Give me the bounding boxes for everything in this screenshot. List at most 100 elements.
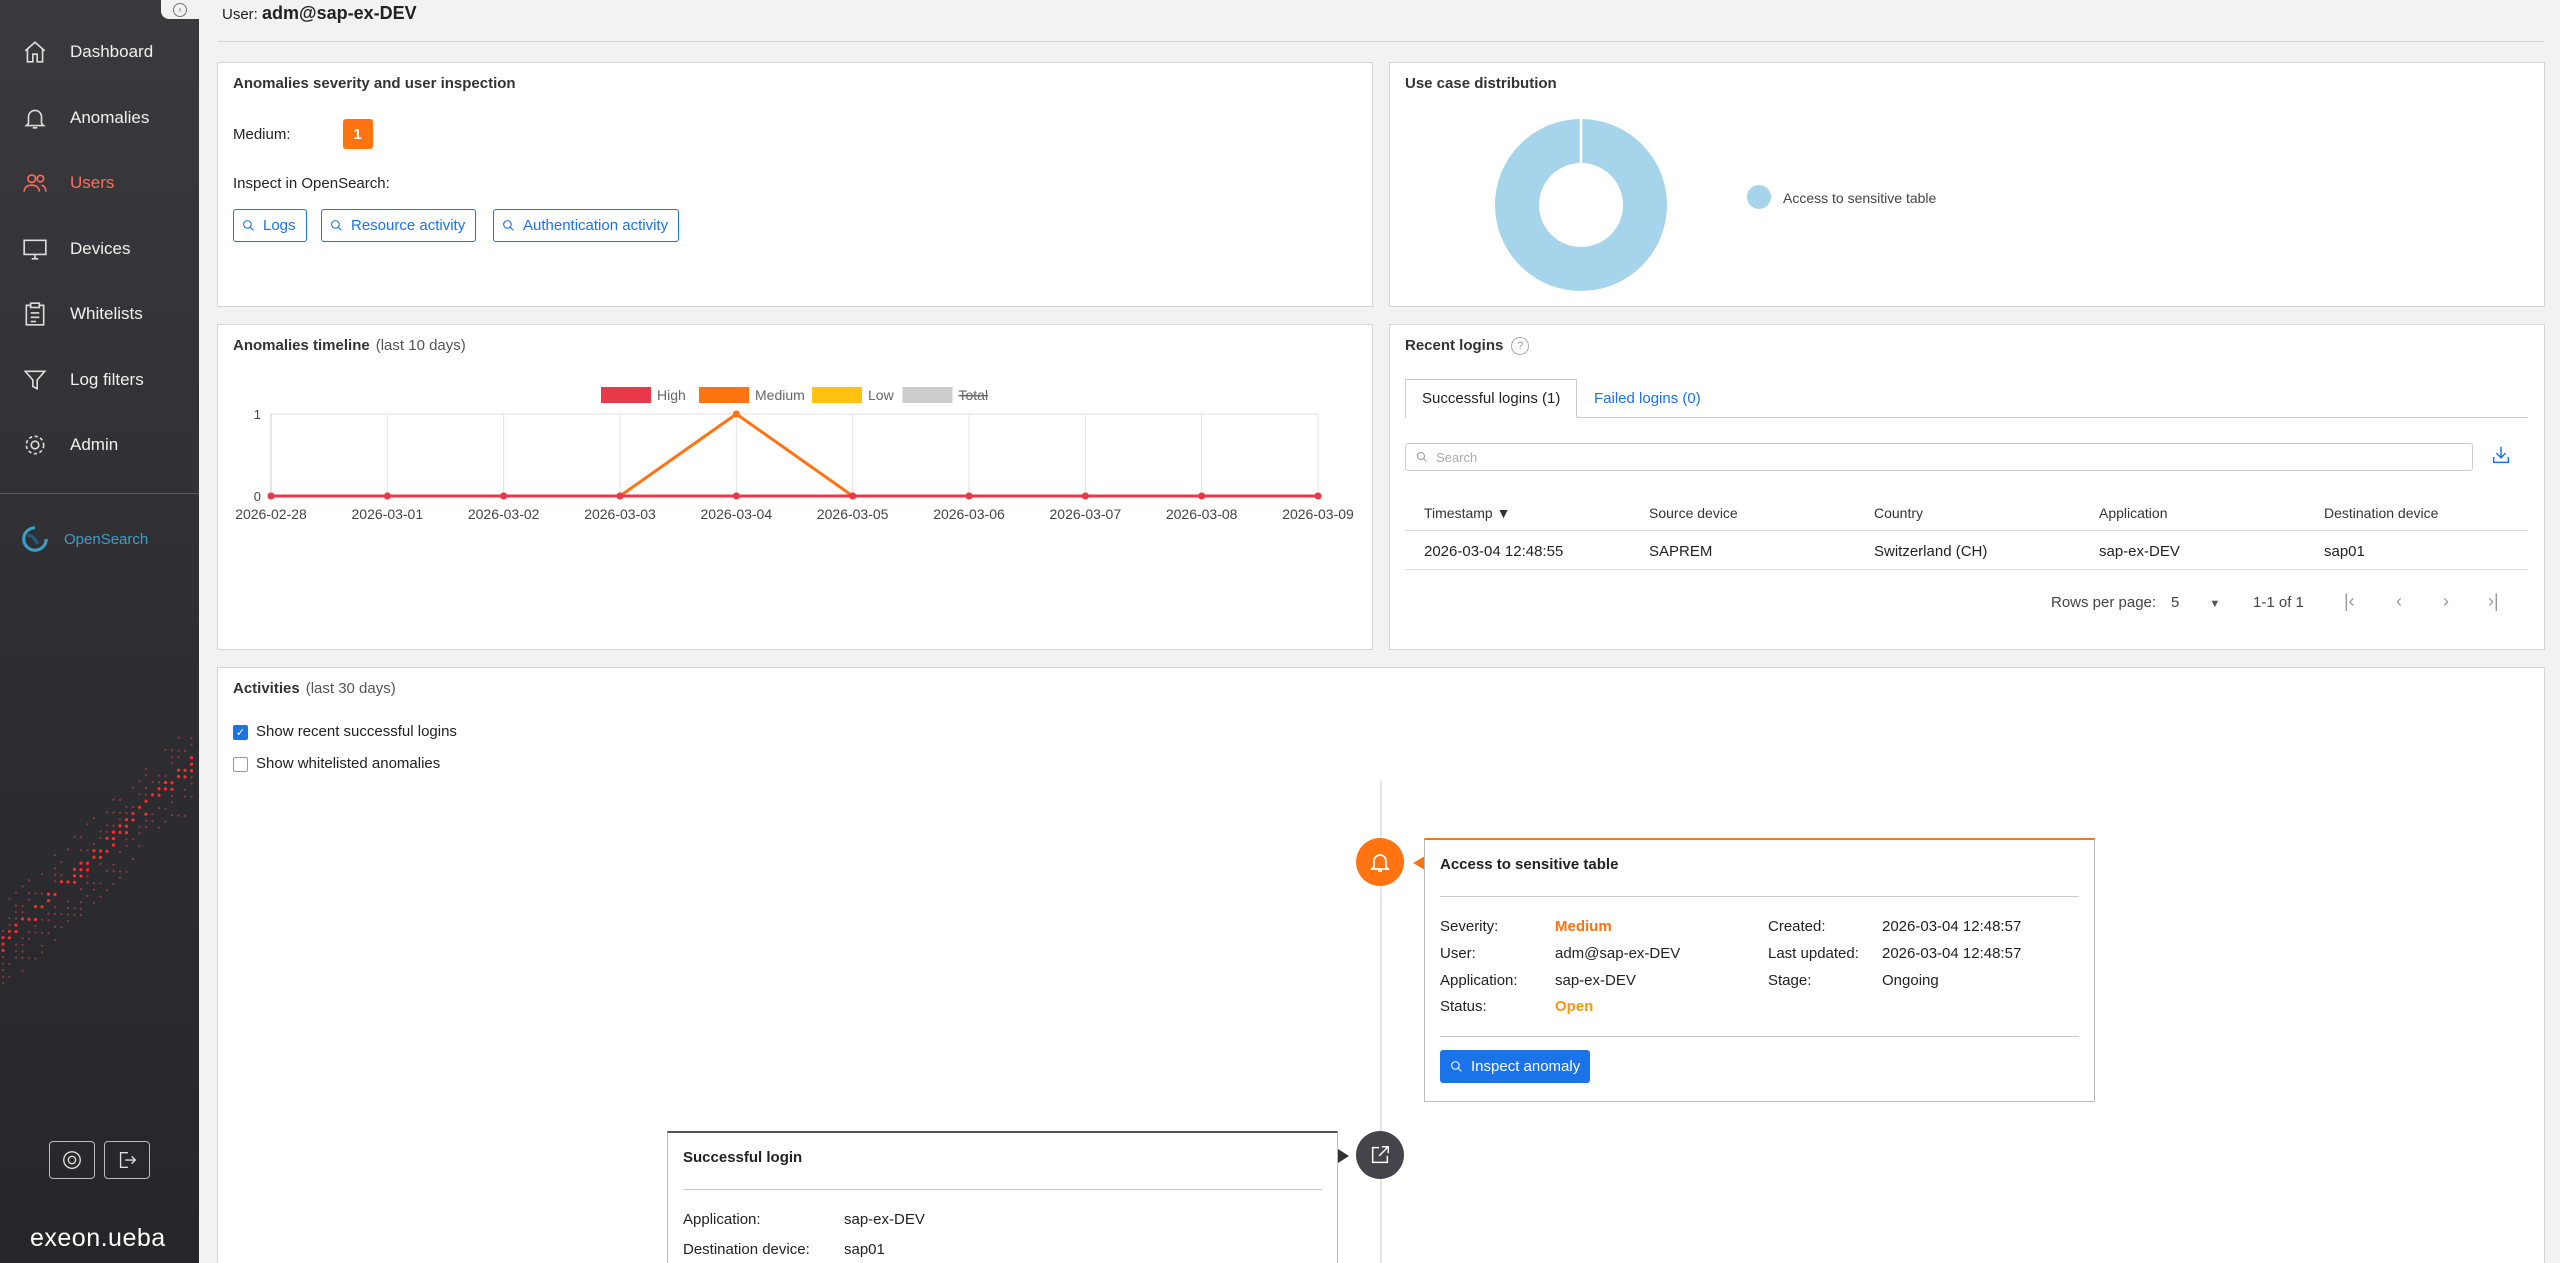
sidebar-item-log-filters[interactable]: Log filters (0, 355, 199, 405)
legend-label[interactable]: Medium (755, 387, 805, 403)
decorative-dot (47, 913, 49, 915)
decorative-dot (164, 807, 166, 809)
decorative-dot (119, 818, 121, 820)
collapse-sidebar-button[interactable]: ‹ (161, 0, 199, 19)
last-page-icon[interactable]: ›| (2488, 591, 2499, 612)
column-header-application[interactable]: Application (2099, 505, 2168, 521)
sidebar-item-label: Dashboard (70, 42, 153, 62)
brand-logo: exeon.ueba (30, 1224, 166, 1253)
decorative-dot (79, 875, 82, 878)
decorative-dot (34, 905, 37, 908)
severity-key: Severity: (1440, 918, 1498, 935)
sidebar-item-devices[interactable]: Devices (0, 224, 199, 274)
legend-swatch (1747, 185, 1771, 209)
decorative-dot (73, 868, 76, 871)
legend-label[interactable]: Total (959, 387, 989, 403)
decorative-dot (80, 901, 82, 903)
decorative-dot (41, 945, 43, 947)
decorative-dot (86, 895, 88, 897)
decorative-dot (2, 930, 4, 932)
decorative-dot (21, 917, 24, 920)
rows-per-page-select[interactable]: 5 ▼ (2171, 594, 2220, 611)
decorative-dot (99, 856, 102, 859)
monitor-icon (22, 236, 48, 262)
show-logins-label: Show recent successful logins (256, 723, 457, 740)
next-page-icon[interactable]: › (2443, 591, 2449, 612)
first-page-icon[interactable]: |‹ (2344, 591, 2355, 612)
card-title: Anomalies severity and user inspection (233, 75, 516, 92)
use-case-donut-chart (1490, 114, 1672, 296)
decorative-dot (125, 812, 127, 814)
anomaly-title: Access to sensitive table (1440, 856, 1618, 873)
previous-page-icon[interactable]: ‹ (2396, 591, 2402, 612)
sidebar-item-users[interactable]: Users (0, 158, 199, 208)
decorative-dot (8, 930, 11, 933)
decorative-dot (138, 845, 140, 847)
column-header-source-device[interactable]: Source device (1649, 505, 1738, 521)
medium-count-badge[interactable]: 1 (343, 119, 373, 149)
updated-key: Last updated: (1768, 945, 1859, 962)
decorative-dot (2, 956, 4, 958)
data-point-high (733, 493, 740, 500)
decorative-dot (41, 932, 43, 934)
decorative-dot (106, 870, 108, 872)
tab-failed-logins[interactable]: Failed logins (0) (1578, 379, 1717, 418)
help-icon[interactable]: ? (1511, 337, 1529, 355)
anomaly-node[interactable] (1356, 838, 1404, 886)
decorative-dot (131, 818, 134, 821)
sidebar-item-whitelists[interactable]: Whitelists (0, 289, 199, 339)
sidebar-item-label: Admin (70, 435, 118, 455)
legend-label[interactable]: Low (868, 387, 895, 403)
search-icon (502, 219, 515, 232)
decorative-dot (8, 936, 11, 939)
login-node[interactable] (1356, 1131, 1404, 1179)
logout-icon (116, 1149, 138, 1171)
x-tick-label: 2026-03-08 (1166, 506, 1238, 522)
sidebar-item-admin[interactable]: Admin (0, 420, 199, 470)
opensearch-link[interactable]: OpenSearch (20, 524, 148, 554)
login-divider (683, 1189, 1322, 1190)
decorative-dot (86, 882, 88, 884)
tab-successful-logins[interactable]: Successful logins (1) (1405, 379, 1577, 418)
header-divider (218, 41, 2544, 42)
x-tick-label: 2026-03-09 (1282, 506, 1354, 522)
decorative-dot (92, 849, 95, 852)
decorative-dot (86, 875, 88, 877)
logs-button[interactable]: Logs (233, 209, 307, 242)
sidebar-divider (0, 493, 199, 494)
decorative-dot (157, 794, 160, 797)
decorative-dot (40, 905, 43, 908)
sidebar-item-label: Users (70, 173, 114, 193)
filter-icon (22, 367, 48, 393)
logout-button[interactable] (104, 1141, 150, 1179)
decorative-dot (177, 775, 180, 778)
decorative-dot (21, 911, 23, 913)
show-logins-checkbox[interactable]: ✓ (233, 725, 248, 740)
decorative-dot (2, 962, 4, 964)
download-icon[interactable] (2490, 444, 2512, 466)
column-header-timestamp[interactable]: Timestamp ▼ (1424, 505, 1510, 521)
decorative-dot (41, 873, 43, 875)
authentication-activity-button[interactable]: Authentication activity (493, 209, 679, 242)
login-title: Successful login (683, 1149, 802, 1166)
search-input[interactable]: Search (1405, 443, 2473, 471)
legend-label[interactable]: High (657, 387, 686, 403)
show-whitelisted-checkbox[interactable] (233, 757, 248, 772)
legend-swatch (699, 387, 749, 403)
decorative-dot (80, 908, 82, 910)
decorative-dot (138, 793, 140, 795)
support-button[interactable] (49, 1141, 95, 1179)
column-header-destination-device[interactable]: Destination device (2324, 505, 2438, 521)
sidebar-item-label: Whitelists (70, 304, 143, 324)
column-header-country[interactable]: Country (1874, 505, 1923, 521)
decorative-dot (47, 919, 49, 921)
inspect-anomaly-button[interactable]: Inspect anomaly (1440, 1050, 1590, 1083)
decorative-dot (171, 795, 173, 797)
sidebar-item-anomalies[interactable]: Anomalies (0, 93, 199, 143)
sidebar-item-dashboard[interactable]: Dashboard (0, 27, 199, 77)
search-icon (242, 219, 255, 232)
decorative-dot (28, 931, 30, 933)
resource-activity-button[interactable]: Resource activity (321, 209, 476, 242)
pagination-range: 1-1 of 1 (2253, 594, 2304, 611)
card-title: Recent logins? (1405, 337, 1529, 355)
